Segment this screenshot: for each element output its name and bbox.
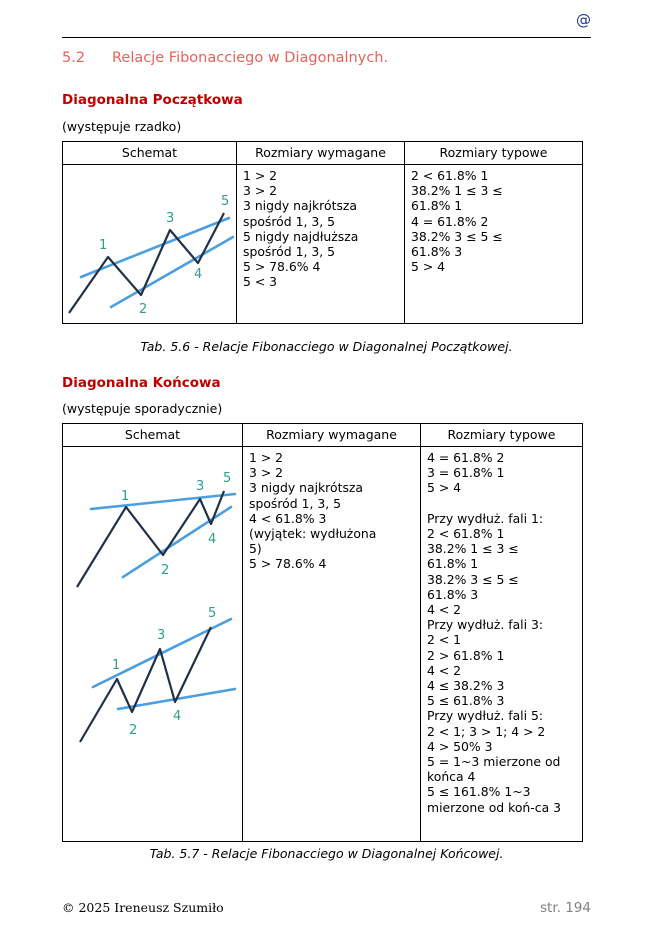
caption-tab-5-6: Tab. 5.6 - Relacje Fibonacciego w Diagon…: [140, 339, 513, 354]
diagram-cell-initial-diagonal: 1 2 3 4 5: [62, 164, 237, 324]
ending-diagonal-waves-svg: 1 2 3 4 5 1 2 3 4 5: [76, 471, 237, 743]
wave-label-2: 2: [129, 723, 137, 738]
note-diagonalna-koncowa: (występuje sporadycznie): [62, 401, 223, 416]
upper-trendline-contracting: [89, 492, 237, 511]
typical-text-2: 4 = 61.8% 2 3 = 61.8% 1 5 > 4 Przy wydłu…: [427, 450, 561, 815]
wave-label-3: 3: [196, 479, 204, 494]
subheading-diagonalna-poczatkowa: Diagonalna Początkowa: [62, 92, 243, 108]
wave-label-5: 5: [223, 471, 231, 486]
wave-label-1: 1: [112, 658, 120, 673]
table-5-7: Schemat Rozmiary wymagane Rozmiary typow…: [62, 423, 583, 842]
table-header-row: Schemat Rozmiary wymagane Rozmiary typow…: [62, 423, 583, 447]
required-text-1: 1 > 2 3 > 2 3 nigdy najkrótsza spośród 1…: [243, 168, 359, 290]
required-cell-2: 1 > 2 3 > 2 3 nigdy najkrótsza spośród 1…: [242, 446, 421, 842]
table-row: 1 2 3 4 5 1 2 3 4 5 1 > 2 3 > 2 3: [62, 446, 583, 842]
upper-trendline: [79, 216, 231, 279]
column-header-schemat: Schemat: [62, 423, 243, 447]
at-icon: @: [576, 11, 591, 29]
wave-label-4: 4: [173, 709, 181, 724]
table-5-6: Schemat Rozmiary wymagane Rozmiary typow…: [62, 141, 583, 324]
section-number: 5.2: [62, 50, 86, 66]
required-cell-1: 1 > 2 3 > 2 3 nigdy najkrótsza spośród 1…: [236, 164, 405, 324]
initial-diagonal-wave-svg: 1 2 3 4 5: [68, 194, 235, 317]
footer-copyright: © 2025 Ireneusz Szumiło: [62, 900, 224, 915]
wave-label-2: 2: [139, 302, 147, 317]
typical-cell-1: 2 < 61.8% 1 38.2% 1 ≤ 3 ≤ 61.8% 1 4 = 61…: [404, 164, 583, 324]
table-header-row: Schemat Rozmiary wymagane Rozmiary typow…: [62, 141, 583, 165]
wave-label-1: 1: [121, 489, 129, 504]
section-heading: 5.2 Relacje Fibonacciego w Diagonalnych.: [62, 50, 388, 66]
wave-label-3: 3: [157, 628, 165, 643]
wave-label-1: 1: [99, 238, 107, 253]
caption-tab-5-7: Tab. 5.7 - Relacje Fibonacciego w Diagon…: [149, 846, 504, 861]
section-title: Relacje Fibonacciego w Diagonalnych.: [112, 50, 389, 66]
wave-path-expanding: [79, 626, 212, 743]
lower-trendline: [109, 235, 235, 309]
diagram-cell-ending-diagonal: 1 2 3 4 5 1 2 3 4 5: [62, 446, 243, 842]
wave-path: [68, 212, 225, 314]
required-text-2: 1 > 2 3 > 2 3 nigdy najkrótsza spośród 1…: [249, 450, 377, 572]
header-divider: [62, 37, 591, 38]
typical-cell-2: 4 = 61.8% 2 3 = 61.8% 1 5 > 4 Przy wydłu…: [420, 446, 583, 842]
wave-label-4: 4: [208, 532, 216, 547]
page-header: @: [62, 12, 591, 38]
column-header-rozmiary-typowe: Rozmiary typowe: [420, 423, 583, 447]
table-row: 1 2 3 4 5 1 > 2 3 > 2 3 nigdy najkrótsza…: [62, 164, 583, 324]
note-diagonalna-poczatkowa: (występuje rzadko): [62, 119, 182, 134]
column-header-schemat: Schemat: [62, 141, 237, 165]
column-header-rozmiary-wymagane: Rozmiary wymagane: [236, 141, 405, 165]
wave-path-contracting: [76, 490, 226, 588]
typical-text-1: 2 < 61.8% 1 38.2% 1 ≤ 3 ≤ 61.8% 1 4 = 61…: [411, 168, 503, 275]
wave-label-4: 4: [194, 267, 202, 282]
column-header-rozmiary-wymagane: Rozmiary wymagane: [242, 423, 421, 447]
wave-label-5: 5: [208, 606, 216, 621]
subheading-diagonalna-koncowa: Diagonalna Końcowa: [62, 375, 221, 391]
wave-label-5: 5: [221, 194, 229, 209]
footer-page-number: str. 194: [540, 900, 591, 916]
wave-label-3: 3: [166, 211, 174, 226]
wave-label-2: 2: [161, 563, 169, 578]
column-header-rozmiary-typowe: Rozmiary typowe: [404, 141, 583, 165]
